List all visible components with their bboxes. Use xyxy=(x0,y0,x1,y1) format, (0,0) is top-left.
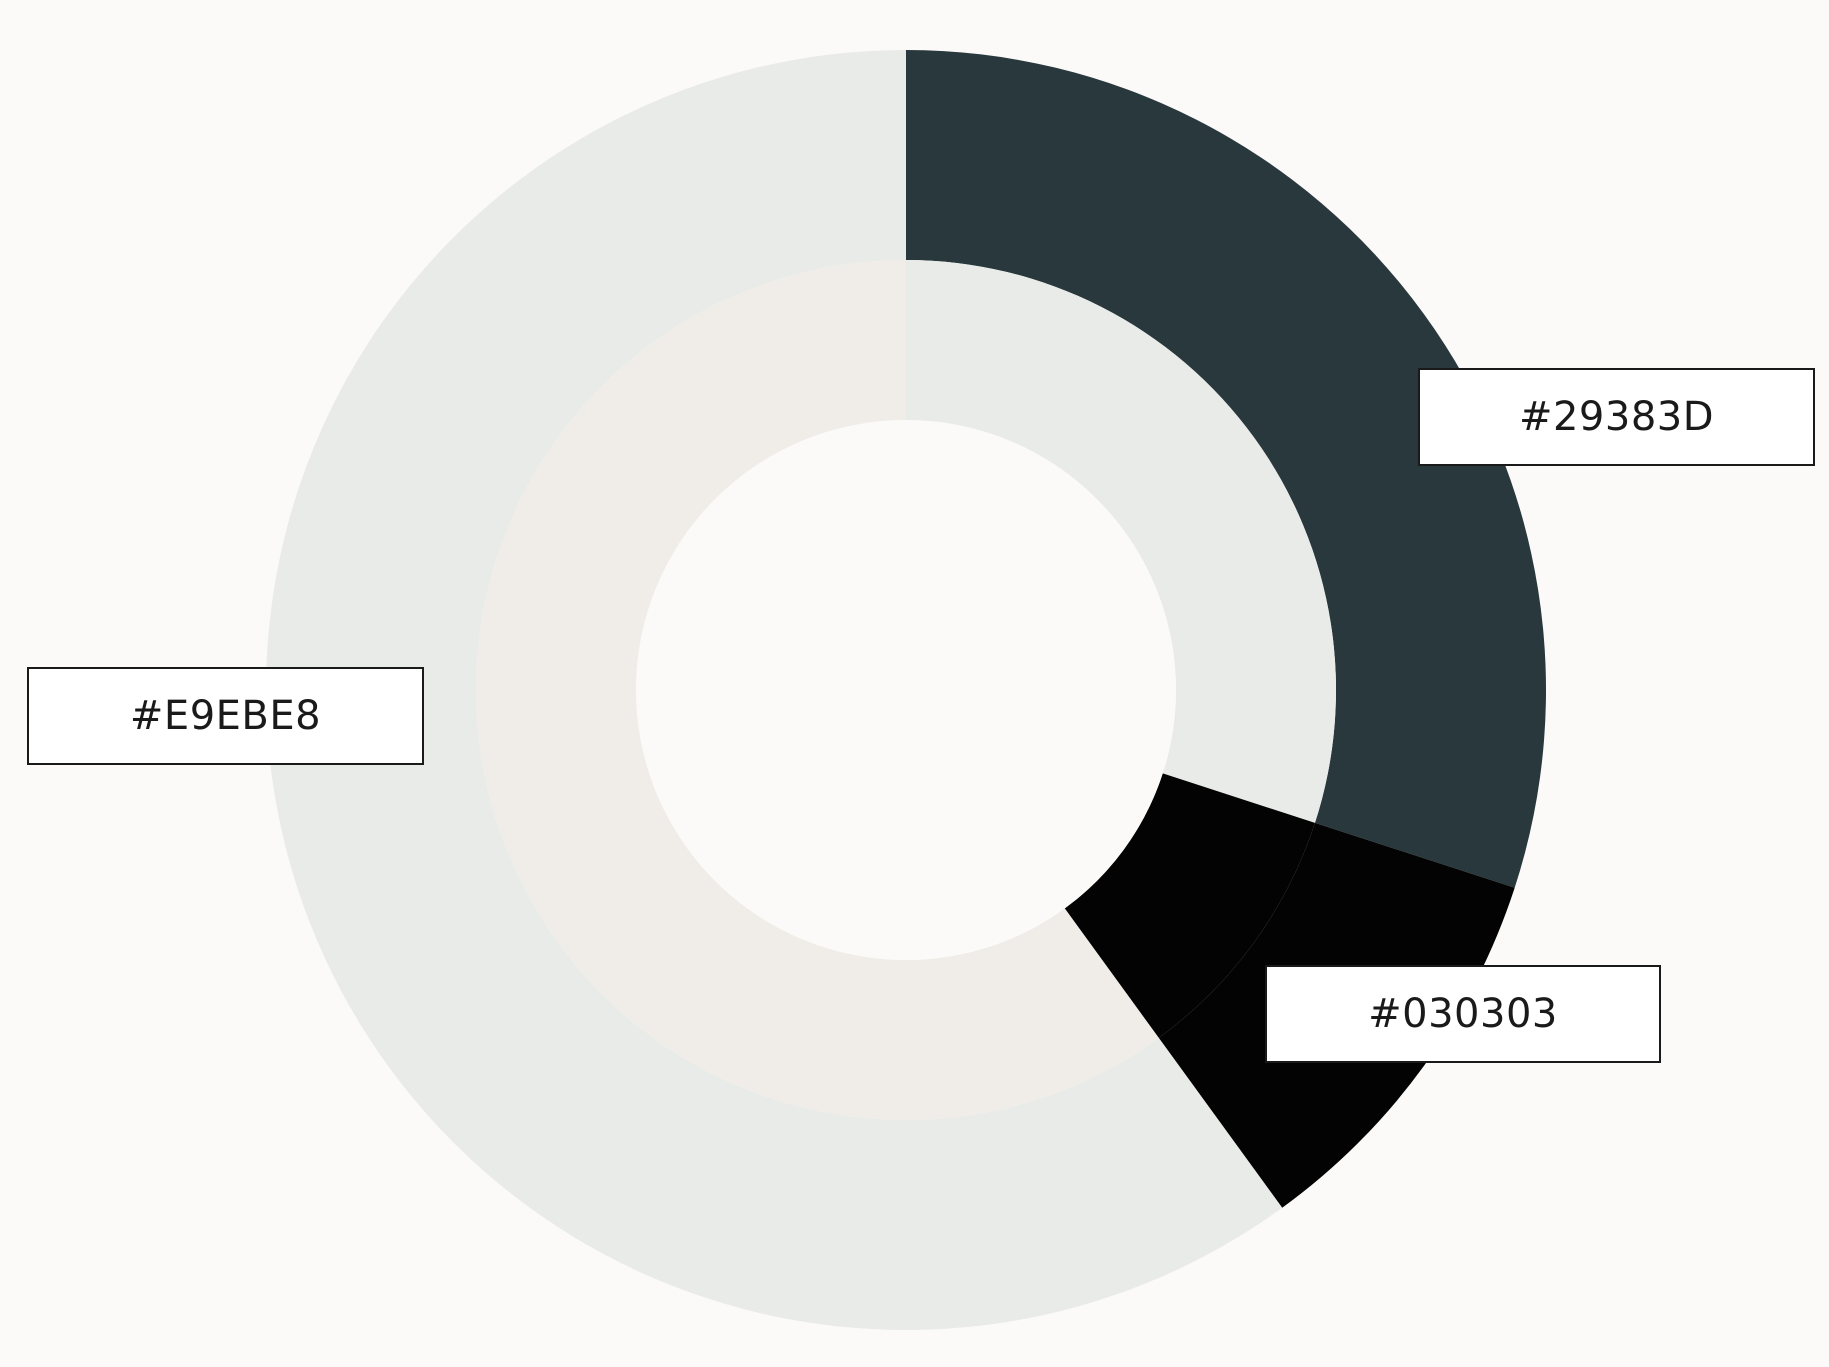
slice-label-29383d: #29383D xyxy=(1418,368,1815,466)
outer-ring-slice-0 xyxy=(906,50,1546,888)
outer-ring-slice-2 xyxy=(266,50,1283,1330)
slice-label-030303: #030303 xyxy=(1265,965,1661,1063)
inner-ring-slice-2 xyxy=(475,260,1159,1121)
slice-label-e9ebe8: #E9EBE8 xyxy=(27,667,424,765)
inner-ring-slice-1 xyxy=(1064,773,1315,1038)
donut-hole xyxy=(636,420,1176,960)
inner-ring-slice-0 xyxy=(906,260,1337,823)
